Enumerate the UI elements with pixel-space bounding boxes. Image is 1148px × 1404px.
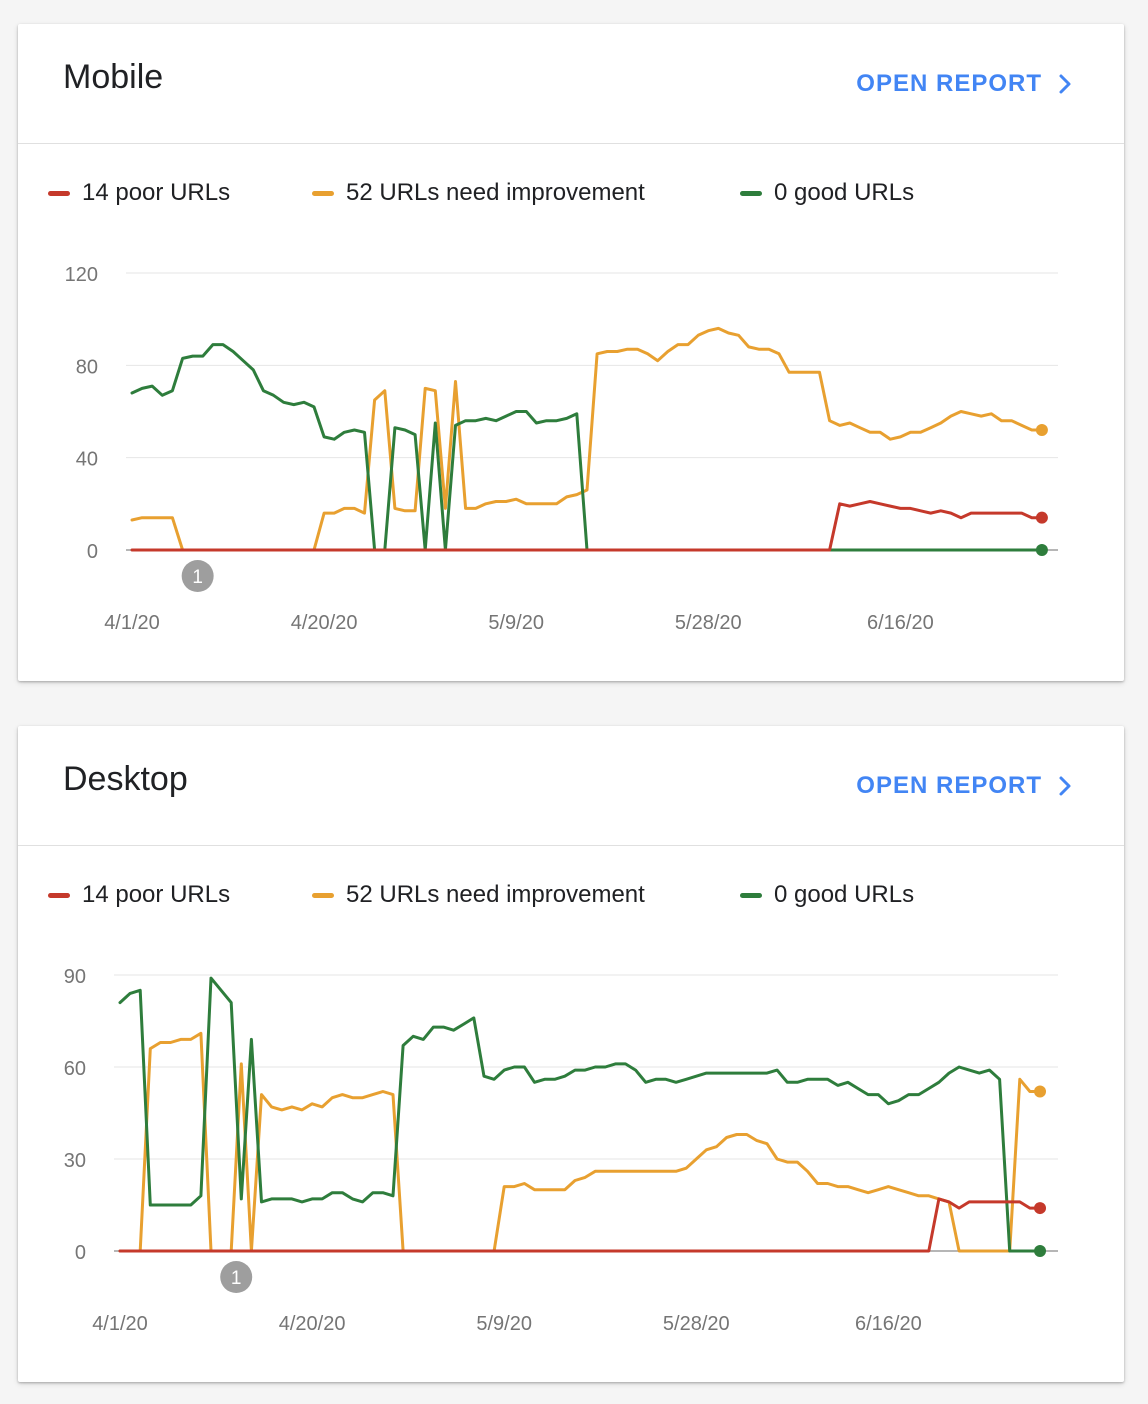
x-tick-label: 5/9/20 xyxy=(488,612,544,634)
x-tick-label: 4/1/20 xyxy=(104,612,160,634)
y-tick-label: 40 xyxy=(76,449,98,471)
chevron-right-icon xyxy=(1059,776,1071,796)
card-header: Desktop OPEN REPORT xyxy=(18,726,1124,846)
legend-swatch-good xyxy=(740,190,762,196)
legend-swatch-needs-improvement xyxy=(312,190,334,196)
y-tick-label: 30 xyxy=(64,1150,86,1172)
series-end-point xyxy=(1034,1085,1047,1098)
mobile-line-chart: 0 40 80 120 4/1/20 4/20/20 5/9/20 5/28/20 6/16/2… xyxy=(65,264,1058,634)
y-tick-label: 0 xyxy=(87,541,98,563)
legend-item-good[interactable]: 0 good URLs xyxy=(740,881,914,909)
x-tick-label: 5/28/20 xyxy=(675,612,742,634)
legend-item-needs-improvement[interactable]: 52 URLs need improvement xyxy=(312,881,645,909)
chart-legend: 14 poor URLs 52 URLs need improvement 0 … xyxy=(48,179,1108,213)
chevron-right-icon xyxy=(1059,74,1071,94)
legend-swatch-needs-improvement xyxy=(312,892,334,898)
desktop-line-chart: 0 30 60 90 4/1/20 4/20/20 5/9/20 5/28/20 6/16/20… xyxy=(64,966,1058,1335)
series-line xyxy=(130,343,1044,552)
series-end-point xyxy=(1035,511,1048,524)
legend-item-poor[interactable]: 14 poor URLs xyxy=(48,179,230,207)
open-report-button[interactable]: OPEN REPORT xyxy=(856,772,1072,800)
card-header: Mobile OPEN REPORT xyxy=(18,24,1124,144)
y-tick-label: 60 xyxy=(64,1058,86,1080)
series-line xyxy=(118,1031,1042,1253)
mobile-card: Mobile OPEN REPORT 14 poor URLs 52 URLs … xyxy=(18,24,1124,681)
series-end-point xyxy=(1035,423,1048,436)
y-tick-label: 90 xyxy=(64,966,86,988)
y-tick-label: 0 xyxy=(75,1242,86,1264)
chart-legend: 14 poor URLs 52 URLs need improvement 0 … xyxy=(48,881,1108,915)
series-end-point xyxy=(1035,544,1048,556)
legend-swatch-poor xyxy=(48,190,70,196)
x-tick-label: 6/16/20 xyxy=(867,612,934,634)
annotation-label: 1 xyxy=(192,567,203,588)
annotation-marker xyxy=(220,1261,253,1293)
desktop-card: Desktop OPEN REPORT 14 poor URLs 52 URLs… xyxy=(18,726,1124,1382)
series-end-point xyxy=(1034,1245,1047,1257)
series-line xyxy=(130,326,1044,552)
y-tick-label: 120 xyxy=(65,264,98,286)
series-line xyxy=(118,976,1042,1253)
legend-swatch-poor xyxy=(48,892,70,898)
series-line xyxy=(118,1197,1042,1253)
x-tick-label: 4/20/20 xyxy=(279,1313,346,1335)
annotation-marker xyxy=(181,560,214,592)
card-title: Desktop xyxy=(63,760,188,798)
legend-label: 0 good URLs xyxy=(774,179,915,206)
open-report-button[interactable]: OPEN REPORT xyxy=(856,70,1072,98)
open-report-label: OPEN REPORT xyxy=(856,772,1042,799)
x-tick-label: 5/28/20 xyxy=(663,1313,730,1335)
x-tick-label: 6/16/20 xyxy=(855,1313,922,1335)
legend-swatch-good xyxy=(740,892,762,898)
legend-label: 52 URLs need improvement xyxy=(346,881,645,908)
y-tick-label: 80 xyxy=(76,356,98,378)
open-report-label: OPEN REPORT xyxy=(856,70,1042,97)
legend-label: 14 poor URLs xyxy=(82,881,231,908)
card-title: Mobile xyxy=(63,58,164,96)
annotation-label: 1 xyxy=(231,1268,242,1289)
x-tick-label: 4/1/20 xyxy=(92,1313,148,1335)
legend-label: 0 good URLs xyxy=(774,881,915,908)
series-end-point xyxy=(1034,1202,1047,1215)
legend-label: 52 URLs need improvement xyxy=(346,179,645,206)
legend-item-poor[interactable]: 14 poor URLs xyxy=(48,881,230,909)
legend-item-good[interactable]: 0 good URLs xyxy=(740,179,914,207)
legend-item-needs-improvement[interactable]: 52 URLs need improvement xyxy=(312,179,645,207)
legend-label: 14 poor URLs xyxy=(82,179,231,206)
x-tick-label: 5/9/20 xyxy=(476,1313,532,1335)
series-line xyxy=(130,500,1044,552)
x-tick-label: 4/20/20 xyxy=(291,612,358,634)
